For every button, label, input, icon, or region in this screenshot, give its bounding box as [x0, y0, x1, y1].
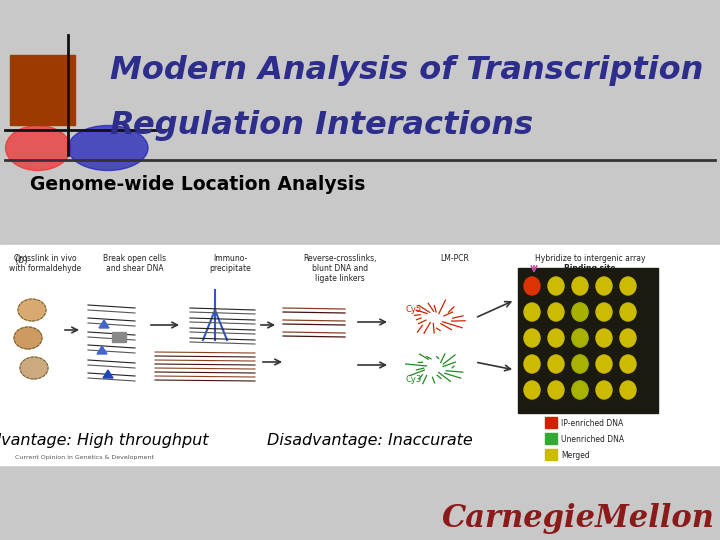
Ellipse shape: [620, 381, 636, 399]
Ellipse shape: [572, 303, 588, 321]
Text: Binding site: Binding site: [564, 264, 616, 273]
Text: Immuno-: Immuno-: [213, 254, 247, 263]
Ellipse shape: [524, 329, 540, 347]
Ellipse shape: [620, 277, 636, 295]
Ellipse shape: [524, 277, 540, 295]
Text: precipitate: precipitate: [209, 264, 251, 273]
Ellipse shape: [620, 355, 636, 373]
Ellipse shape: [572, 303, 588, 321]
Text: and shear DNA: and shear DNA: [106, 264, 164, 273]
Ellipse shape: [6, 125, 71, 171]
Text: Cy5: Cy5: [405, 305, 421, 314]
Text: Break open cells: Break open cells: [104, 254, 166, 263]
Ellipse shape: [596, 355, 612, 373]
Ellipse shape: [14, 327, 42, 349]
Ellipse shape: [548, 303, 564, 321]
Polygon shape: [103, 370, 113, 378]
Text: (b): (b): [14, 254, 28, 264]
Bar: [545, 433, 557, 444]
Text: blunt DNA and: blunt DNA and: [312, 264, 368, 273]
Text: Unenriched DNA: Unenriched DNA: [561, 435, 624, 443]
Text: Reverse-crosslinks,: Reverse-crosslinks,: [303, 254, 377, 263]
Bar: [10, 55, 75, 125]
Ellipse shape: [572, 355, 588, 373]
Ellipse shape: [548, 355, 564, 373]
Ellipse shape: [524, 381, 540, 399]
Ellipse shape: [524, 355, 540, 373]
Text: LM-PCR: LM-PCR: [441, 254, 469, 263]
Ellipse shape: [548, 329, 564, 347]
Ellipse shape: [572, 381, 588, 399]
Text: Disadvantage: Inaccurate: Disadvantage: Inaccurate: [267, 433, 473, 448]
Ellipse shape: [620, 329, 636, 347]
Bar: [518, 268, 658, 413]
Ellipse shape: [572, 277, 588, 295]
Text: Current Opinion in Genetics & Development: Current Opinion in Genetics & Developmen…: [15, 455, 154, 460]
Ellipse shape: [596, 303, 612, 321]
Text: Regulation Interactions: Regulation Interactions: [110, 110, 533, 141]
Ellipse shape: [572, 355, 588, 373]
Text: Advantage: High throughput: Advantage: High throughput: [0, 433, 210, 448]
Ellipse shape: [596, 381, 612, 399]
Ellipse shape: [548, 381, 564, 399]
Text: Merged: Merged: [561, 450, 590, 460]
Bar: [112, 332, 126, 342]
Text: ligate linkers: ligate linkers: [315, 274, 365, 283]
Polygon shape: [99, 320, 109, 328]
Ellipse shape: [572, 329, 588, 347]
Bar: [545, 417, 557, 428]
Ellipse shape: [572, 329, 588, 347]
Text: IP-enriched DNA: IP-enriched DNA: [561, 418, 624, 428]
Ellipse shape: [20, 357, 48, 379]
Polygon shape: [97, 346, 107, 354]
Text: Modern Analysis of Transcription: Modern Analysis of Transcription: [110, 55, 703, 86]
Ellipse shape: [18, 299, 46, 321]
Ellipse shape: [596, 277, 612, 295]
Bar: [0, 245, 720, 465]
Ellipse shape: [572, 381, 588, 399]
Ellipse shape: [596, 329, 612, 347]
Bar: [545, 449, 557, 460]
Text: with formaldehyde: with formaldehyde: [9, 264, 81, 273]
Text: CarnegieMellon: CarnegieMellon: [442, 503, 715, 534]
Ellipse shape: [68, 125, 148, 171]
Text: Hybridize to intergenic array: Hybridize to intergenic array: [535, 254, 645, 263]
Text: Genome-wide Location Analysis: Genome-wide Location Analysis: [30, 175, 365, 194]
Ellipse shape: [620, 303, 636, 321]
Text: Crosslink in vivo: Crosslink in vivo: [14, 254, 76, 263]
Ellipse shape: [548, 277, 564, 295]
Ellipse shape: [524, 303, 540, 321]
Text: Cy3: Cy3: [405, 375, 421, 384]
